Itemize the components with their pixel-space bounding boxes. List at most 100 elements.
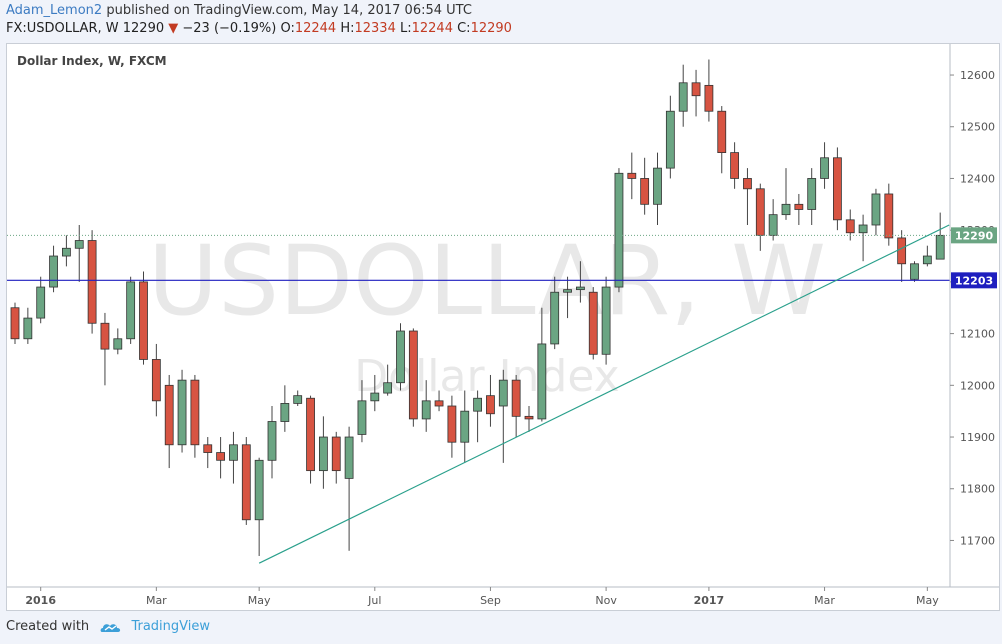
candle-body [845, 219, 855, 234]
candle [704, 59, 714, 122]
x-tick-label: Mar [814, 594, 835, 607]
candlestick-chart[interactable]: USDOLLAR, W Dollar Index 11700 11800 11900… [7, 44, 999, 610]
candle [62, 235, 71, 267]
candle [871, 188, 881, 236]
candle [113, 328, 123, 355]
candle [331, 431, 341, 484]
candle-body [36, 286, 46, 319]
x-tick-label: Mar [146, 594, 167, 607]
candle-body [550, 291, 560, 345]
low-label: L: [399, 21, 412, 36]
candle [730, 142, 739, 189]
candle-body [537, 343, 547, 420]
candle-body [280, 403, 290, 422]
symbol-info: FX:USDOLLAR, W 12290 ▼ −23 (−0.19%) O:12… [6, 21, 512, 36]
candle-body [408, 330, 418, 420]
candle-body [139, 281, 148, 360]
candle-body [601, 286, 611, 355]
candle-body [743, 178, 752, 190]
overlays [7, 224, 950, 564]
watermark-symbol: USDOLLAR, W [148, 225, 826, 337]
candle [910, 261, 919, 282]
candle [845, 209, 855, 241]
last-price: 12290 [122, 21, 165, 36]
low-value: 12244 [411, 21, 453, 36]
candle [743, 168, 752, 225]
author-link[interactable]: Adam_Lemon2 [6, 3, 103, 18]
candle-body [576, 286, 585, 291]
candle [10, 302, 20, 344]
candle-body [87, 240, 97, 324]
candle [74, 225, 84, 282]
candle [717, 106, 727, 174]
candle [216, 437, 226, 479]
x-tick-label: May [248, 594, 271, 607]
candle-body [922, 255, 932, 265]
x-tick-label: May [916, 594, 939, 607]
watermark-description: Dollar Index [354, 351, 619, 402]
candle-body [62, 247, 71, 257]
candle-body [49, 255, 58, 288]
candles [10, 59, 945, 556]
candle-body [910, 263, 919, 280]
candle [280, 385, 290, 432]
x-tick-label: Sep [480, 594, 501, 607]
candle-body [23, 317, 33, 340]
candle-body [858, 224, 868, 234]
created-with-label: Created with [6, 619, 90, 634]
candle [653, 152, 662, 225]
candle-body [486, 395, 495, 415]
candle-body [871, 193, 881, 226]
candle [498, 369, 508, 463]
candle-body [627, 172, 637, 179]
candle [254, 457, 264, 556]
chart-panel[interactable]: USDOLLAR, W Dollar Index 11700 11800 11900… [6, 43, 1000, 611]
x-tick-label: Jul [367, 594, 381, 607]
candle-body [177, 379, 187, 446]
candle-body [293, 395, 303, 404]
candle [229, 431, 238, 484]
trend-line [258, 224, 950, 564]
candle [370, 374, 380, 412]
candle [447, 395, 457, 458]
candle-body [498, 379, 508, 407]
candle-body [884, 193, 894, 239]
candle [203, 437, 213, 469]
candle-body [396, 330, 405, 384]
open-value: 12244 [294, 21, 337, 36]
candle-body [691, 82, 701, 97]
candle-body [794, 203, 804, 210]
candle-body [563, 289, 572, 293]
candle-body [216, 452, 226, 461]
candle-body [164, 384, 174, 446]
open-label: O: [280, 21, 295, 36]
candle [627, 152, 637, 200]
candle-body [241, 444, 251, 521]
candle [550, 276, 560, 350]
candle [858, 214, 868, 262]
candle [486, 374, 495, 427]
y-tick-label: 12600 [960, 69, 995, 82]
axes: 1170011800119001200012100122001230012400… [7, 44, 999, 607]
candle-body [511, 379, 521, 417]
candle-body [833, 157, 842, 221]
candle-body [614, 172, 624, 288]
candle [383, 364, 393, 396]
candle [537, 307, 547, 422]
tradingview-link[interactable]: TradingView [131, 619, 210, 634]
candle [267, 406, 277, 479]
candle-body [151, 359, 161, 402]
candle-body [344, 436, 354, 479]
candle-body [10, 307, 20, 340]
tradingview-logo-icon [100, 623, 121, 632]
candle [588, 287, 598, 360]
candle-body [370, 392, 380, 402]
y-tick-label: 11800 [960, 483, 995, 496]
candle [678, 64, 688, 127]
candle [820, 142, 829, 189]
candle [318, 416, 328, 489]
candle [126, 276, 136, 344]
candle-body [126, 281, 136, 340]
candle [576, 261, 585, 303]
price-change: −23 (−0.19%) [182, 21, 277, 36]
